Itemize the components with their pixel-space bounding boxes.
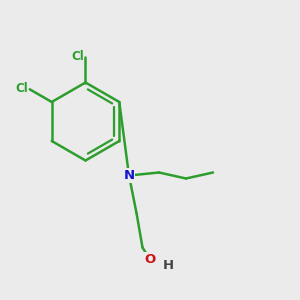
Text: O: O — [144, 253, 156, 266]
Text: N: N — [123, 169, 135, 182]
Text: Cl: Cl — [16, 82, 28, 95]
Text: Cl: Cl — [71, 50, 84, 63]
Text: H: H — [162, 259, 174, 272]
